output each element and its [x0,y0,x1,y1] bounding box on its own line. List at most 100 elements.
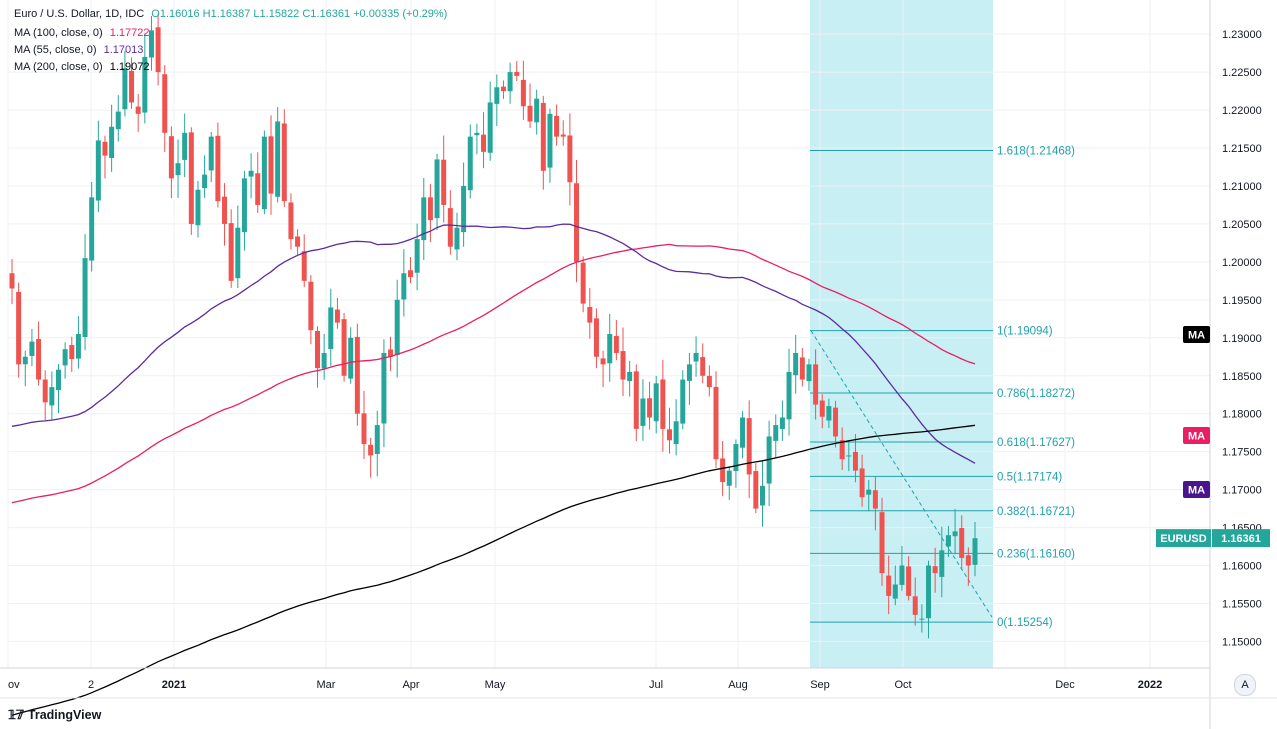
candle-body [228,223,234,281]
candle [846,441,852,472]
price-tick-label: 1.19000 [1222,333,1262,345]
price-tick-label: 1.23000 [1222,29,1262,41]
candle-body [195,189,201,226]
candle-body [945,535,951,547]
candle [142,33,148,124]
candle-body [892,584,898,599]
candle [467,124,473,199]
candle [195,180,201,238]
grid [7,0,1210,668]
candle-body [899,565,905,585]
candle-body [208,136,214,171]
candle [826,398,832,429]
candle [388,336,394,372]
candle [926,560,932,639]
candle [593,308,599,369]
fib-level-label: 0.236(1.16160) [997,548,1075,560]
candle [82,234,88,351]
candle-body [733,444,739,472]
ma-badge[interactable]: MA [1183,427,1210,444]
time-axis: ov 2 2021 Mar Apr May Jul Aug Sep Oct Dec 2022 [0,667,1277,699]
candle [447,190,453,255]
price-tick-label: 1.20000 [1222,257,1262,269]
candle-body [29,341,35,356]
candle-body [215,135,221,202]
candle-body [660,379,666,429]
candle [109,104,115,172]
ma-badge[interactable]: MA [1183,326,1210,343]
ma-badge[interactable]: MA [1183,481,1210,498]
candle-body [507,72,513,92]
candle [102,135,108,179]
legend-ma55[interactable]: MA (55, close, 0) 1.17013 [14,44,143,56]
time-tick-label: Dec [1055,679,1075,691]
candle-body [49,387,55,406]
candle [866,480,872,512]
candle-body [700,357,706,376]
candle [248,153,254,199]
candle [534,89,540,135]
candle-body [640,398,646,426]
candle-body [613,336,619,353]
time-tick-label: Sep [810,679,830,691]
candle [202,155,208,198]
candle [620,327,626,397]
candle-body [235,227,241,279]
candle-body [487,102,493,153]
candle-body [673,421,679,445]
candle-body [580,262,586,304]
candle [686,352,692,405]
tradingview-logo[interactable]: 𝟙𝟟 TradingView [8,707,101,722]
candle-body [514,72,520,76]
candle [653,375,659,434]
candle-body [374,425,380,454]
legend-ma200[interactable]: MA (200, close, 0) 1.19072 [14,61,149,73]
candle [600,350,606,388]
candle-body [295,236,301,247]
candle-body [334,309,340,323]
candle-body [321,352,327,369]
candle-body [547,113,553,168]
candle [122,50,128,117]
time-tick-label: 2 [88,679,94,691]
candle-body [474,132,480,136]
candle-body [720,458,726,483]
time-tick-label: Apr [402,679,419,691]
candle [906,556,912,601]
legend-ma100-label: MA (100, close, 0) [14,27,103,39]
candle [295,229,301,255]
candle-body [168,136,174,179]
candle-body [16,291,22,365]
candle-body [467,136,473,191]
candle [188,127,194,235]
candle-body [560,134,566,137]
candle [414,223,420,291]
candle-body [593,318,599,357]
auto-scale-button[interactable]: A [1234,674,1256,696]
candle [281,109,287,207]
candle [500,80,506,99]
legend-symbol-row: Euro / U.S. Dollar, 1D, IDC O1.16016 H1.… [14,8,447,20]
candle [660,360,666,452]
candle [148,16,154,71]
candle-body [574,183,580,262]
candle [89,182,95,272]
symbol-tag-bg [1156,529,1211,548]
candle [29,328,35,367]
candle [786,348,792,436]
candle-body [587,306,593,323]
legend-ma100[interactable]: MA (100, close, 0) 1.17722 [14,27,149,39]
candle-body [932,566,938,574]
candle-body [965,555,971,566]
candle [607,313,613,382]
candle [819,394,825,429]
candle [308,275,314,345]
candle [9,259,15,305]
candle [666,407,672,454]
candle-body [135,106,141,114]
candle-body [261,136,267,210]
last-price-tag: EURUSD 1.16361 [1156,529,1270,548]
candle-body [427,197,433,221]
